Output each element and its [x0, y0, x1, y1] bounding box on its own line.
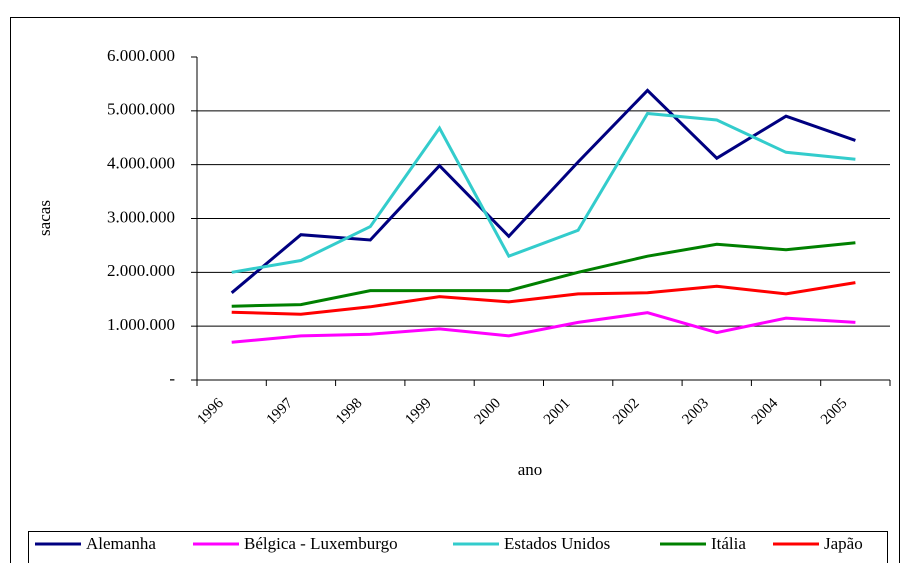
legend-box — [28, 531, 888, 563]
series-line — [231, 241, 856, 308]
y-axis-label: sacas — [35, 200, 54, 236]
y-tick-label: - — [169, 369, 175, 388]
series-line — [231, 281, 856, 316]
legend-label: Itália — [711, 534, 746, 553]
y-tick-label: 4.000.000 — [107, 154, 175, 173]
y-tick-label: 3.000.000 — [107, 207, 175, 226]
series-line — [231, 111, 856, 274]
y-tick-label: 5.000.000 — [107, 100, 175, 119]
x-axis-label: ano — [518, 460, 543, 479]
y-tick-label: 2.000.000 — [107, 261, 175, 280]
legend-label: Estados Unidos — [504, 534, 610, 553]
y-tick-label: 6.000.000 — [107, 46, 175, 65]
legend-label: Bélgica - Luxemburgo — [244, 534, 398, 553]
y-tick-label: 1.000.000 — [107, 315, 175, 334]
legend-label: Japão — [824, 534, 863, 553]
legend-label: Alemanha — [86, 534, 156, 553]
series-line — [231, 311, 856, 344]
